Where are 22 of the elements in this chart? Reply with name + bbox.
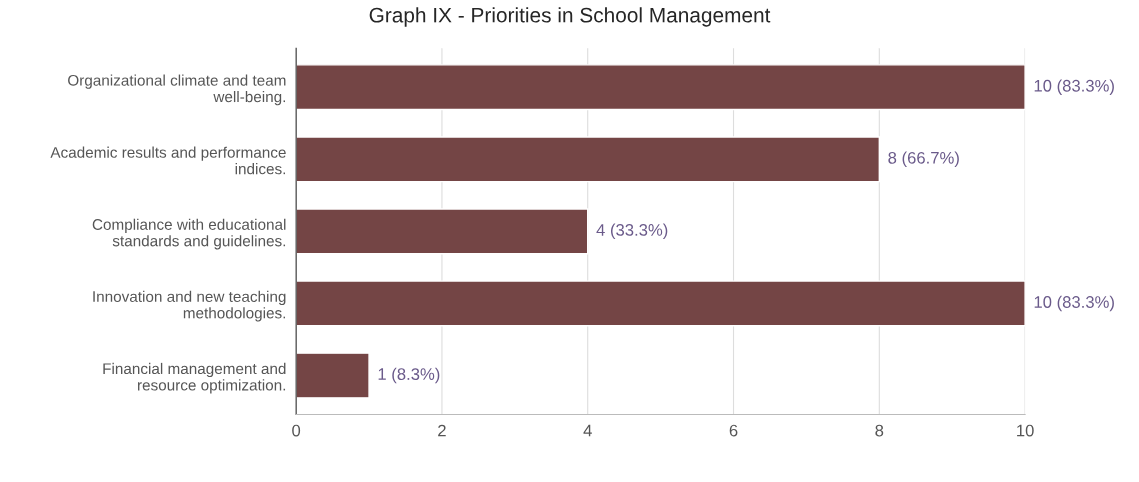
data-label: 8 (66.7%)	[888, 151, 959, 168]
x-tick-label: 10	[1017, 424, 1034, 437]
x-tick-label: 8	[875, 424, 884, 437]
data-label: 10 (83.3%)	[1034, 295, 1114, 312]
bar	[296, 208, 589, 255]
x-tick-label: 0	[292, 424, 301, 437]
y-tick-label: Financial management and resource optimization.	[103, 362, 286, 394]
y-tick-label: Compliance with educational standards and guidelines.	[92, 218, 286, 250]
bar	[296, 280, 1026, 327]
x-tick-label: 2	[438, 424, 446, 437]
x-tick-label: 6	[729, 424, 738, 437]
bar	[296, 136, 881, 183]
y-tick-label: Academic results and performance indices.	[50, 146, 286, 175]
y-tick-label: Innovation and new teaching methodologies.	[93, 290, 286, 322]
bar	[296, 64, 1026, 111]
data-label: 4 (33.3%)	[596, 223, 668, 240]
x-tick-label: 4	[583, 424, 592, 437]
chart-title: Graph IX - Priorities in School Management	[369, 7, 771, 27]
data-label: 1 (8.3%)	[378, 367, 440, 384]
bar	[296, 352, 370, 399]
data-label: 10 (83.3%)	[1034, 79, 1114, 95]
y-tick-label: Organizational climate and team well-being.	[68, 74, 286, 106]
